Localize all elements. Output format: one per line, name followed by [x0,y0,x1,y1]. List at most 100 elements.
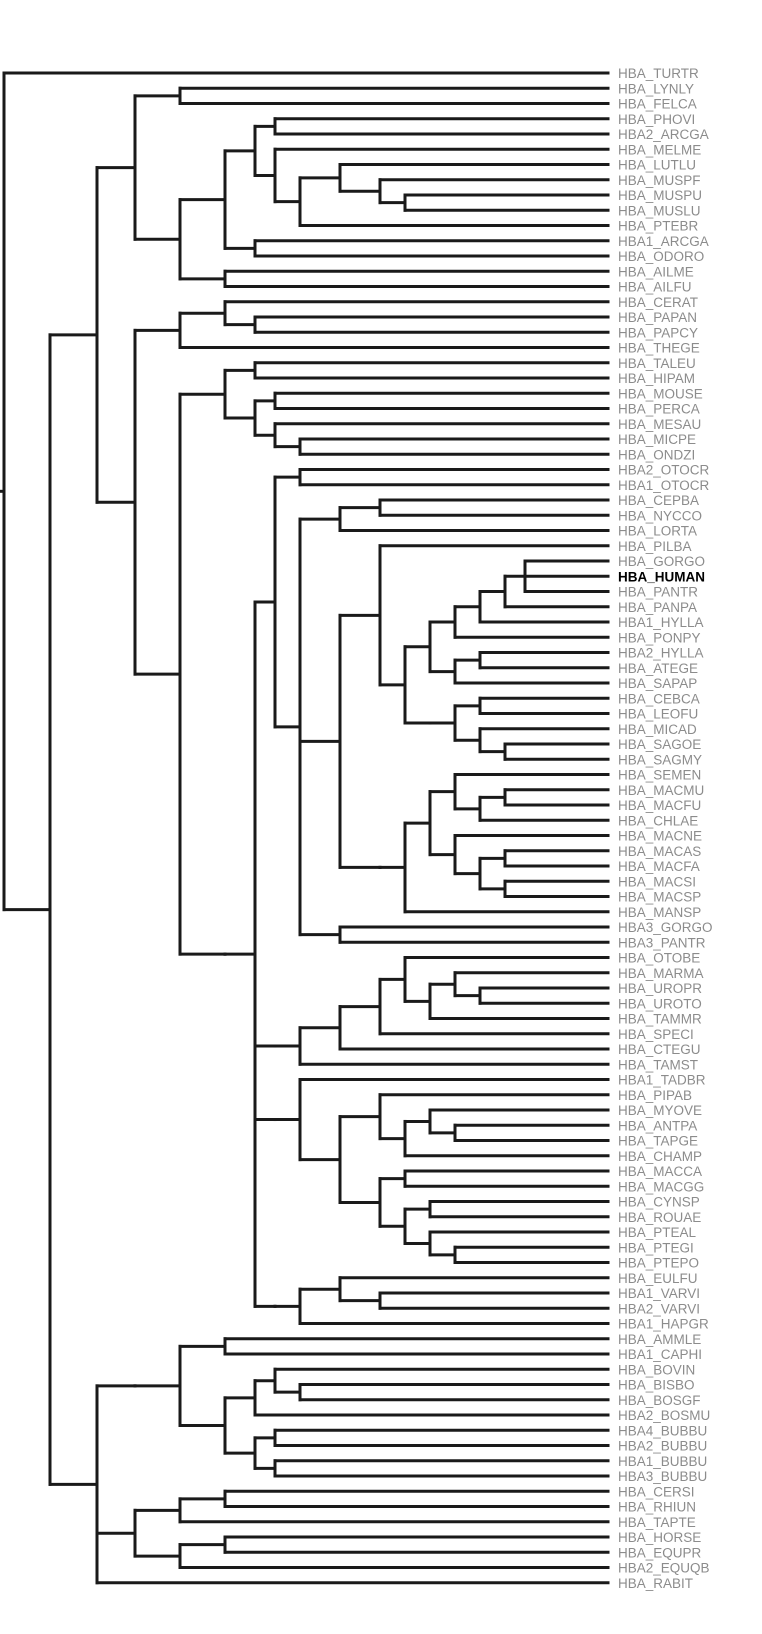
leaf-label-hba-ptebr: HBA_PTEBR [618,219,699,234]
leaf-label-hba1-hapgr: HBA1_HAPGR [618,1317,709,1332]
leaf-label-hba-rouae: HBA_ROUAE [618,1210,701,1225]
leaf-label-hba1-caphi: HBA1_CAPHI [618,1347,702,1362]
leaf-label-hba-semen: HBA_SEMEN [618,768,701,783]
leaf-label-hba-macne: HBA_MACNE [618,829,702,844]
leaf-label-hba-cynsp: HBA_CYNSP [618,1195,700,1210]
tree-branches [0,71,610,1585]
leaf-label-hba-felca: HBA_FELCA [618,97,697,112]
leaf-label-hba-macgg: HBA_MACGG [618,1179,704,1194]
leaf-label-hba-micpe: HBA_MICPE [618,432,696,447]
leaf-label-hba-ptegi: HBA_PTEGI [618,1240,694,1255]
leaf-label-hba-macsp: HBA_MACSP [618,890,701,905]
leaf-label-hba-tamst: HBA_TAMST [618,1057,698,1072]
leaf-label-hba-gorgo: HBA_GORGO [618,554,705,569]
leaf-label-hba-muspu: HBA_MUSPU [618,188,702,203]
leaf-label-hba-papcy: HBA_PAPCY [618,325,698,340]
leaf-label-hba-pipab: HBA_PIPAB [618,1088,692,1103]
leaf-label-hba-cersi: HBA_CERSI [618,1484,695,1499]
leaf-label-hba1-arcga: HBA1_ARCGA [618,234,709,249]
leaf-label-hba-macfu: HBA_MACFU [618,798,701,813]
leaf-label-hba-eulfu: HBA_EULFU [618,1271,698,1286]
leaf-label-hba-sagoe: HBA_SAGOE [618,737,701,752]
leaf-label-hba-nycco: HBA_NYCCO [618,508,702,523]
leaf-label-hba-muslu: HBA_MUSLU [618,203,701,218]
leaf-label-hba2-arcga: HBA2_ARCGA [618,127,709,142]
leaf-label-hba2-equqb: HBA2_EQUQB [618,1561,710,1576]
leaf-label-hba-atege: HBA_ATEGE [618,661,698,676]
leaf-label-hba-chlae: HBA_CHLAE [618,813,698,828]
leaf-label-hba-panpa: HBA_PANPA [618,600,697,615]
leaf-label-hba1-hylla: HBA1_HYLLA [618,615,704,630]
leaf-label-hba1-bubbu: HBA1_BUBBU [618,1454,707,1469]
leaf-label-hba-otobe: HBA_OTOBE [618,951,700,966]
leaf-label-hba-lynly: HBA_LYNLY [618,81,694,96]
leaf-label-hba-melme: HBA_MELME [618,142,701,157]
leaf-label-hba-perca: HBA_PERCA [618,402,700,417]
leaf-label-hba-rabit: HBA_RABIT [618,1576,693,1591]
leaf-label-hba3-bubbu: HBA3_BUBBU [618,1469,707,1484]
leaf-label-hba-bisbo: HBA_BISBO [618,1378,695,1393]
leaf-label-hba-lutlu: HBA_LUTLU [618,158,696,173]
leaf-label-hba-cerat: HBA_CERAT [618,295,698,310]
leaf-label-hba-hipam: HBA_HIPAM [618,371,695,386]
leaf-label-hba-ptepo: HBA_PTEPO [618,1256,699,1271]
leaf-label-hba-marma: HBA_MARMA [618,966,704,981]
leaf-label-hba-phovi: HBA_PHOVI [618,112,695,127]
leaf-label-hba-mouse: HBA_MOUSE [618,386,703,401]
leaf-label-hba-thege: HBA_THEGE [618,341,700,356]
leaf-label-hba-human: HBA_HUMAN [618,569,705,584]
leaf-label-hba-ailme: HBA_AILME [618,264,694,279]
leaf-label-hba2-bosmu: HBA2_BOSMU [618,1408,710,1423]
leaf-label-hba-leofu: HBA_LEOFU [618,707,698,722]
leaf-label-hba1-varvi: HBA1_VARVI [618,1286,700,1301]
leaf-label-hba-horse: HBA_HORSE [618,1530,701,1545]
leaf-label-hba1-otocr: HBA1_OTOCR [618,478,710,493]
leaf-label-hba-tapte: HBA_TAPTE [618,1515,696,1530]
leaf-label-hba-ailfu: HBA_AILFU [618,280,692,295]
leaf-label-hba-ponpy: HBA_PONPY [618,630,701,645]
leaf-label-hba3-gorgo: HBA3_GORGO [618,920,713,935]
leaf-label-hba3-pantr: HBA3_PANTR [618,935,706,950]
leaf-label-hba-speci: HBA_SPECI [618,1027,694,1042]
leaf-label-hba1-tadbr: HBA1_TADBR [618,1073,706,1088]
leaf-label-hba-bovin: HBA_BOVIN [618,1362,695,1377]
leaf-label-hba-macsi: HBA_MACSI [618,874,696,889]
leaf-label-hba-sapap: HBA_SAPAP [618,676,697,691]
leaf-label-hba-rhiun: HBA_RHIUN [618,1500,696,1515]
leaf-label-hba-equpr: HBA_EQUPR [618,1545,702,1560]
leaf-label-hba-taleu: HBA_TALEU [618,356,696,371]
leaf-label-hba-odoro: HBA_ODORO [618,249,704,264]
leaf-label-hba-pilba: HBA_PILBA [618,539,692,554]
leaf-label-hba-pantr: HBA_PANTR [618,585,698,600]
leaf-label-hba-macca: HBA_MACCA [618,1164,702,1179]
leaf-label-hba-uroto: HBA_UROTO [618,996,702,1011]
leaf-label-hba-ammle: HBA_AMMLE [618,1332,701,1347]
leaf-labels: HBA_TURTRHBA_LYNLYHBA_FELCAHBA_PHOVIHBA2… [618,66,713,1591]
leaf-label-hba-champ: HBA_CHAMP [618,1149,702,1164]
leaf-label-hba-ctegu: HBA_CTEGU [618,1042,701,1057]
leaf-label-hba-cepba: HBA_CEPBA [618,493,699,508]
leaf-label-hba-myove: HBA_MYOVE [618,1103,702,1118]
leaf-label-hba-uropr: HBA_UROPR [618,981,702,996]
leaf-label-hba-tapge: HBA_TAPGE [618,1134,698,1149]
leaf-label-hba2-bubbu: HBA2_BUBBU [618,1439,707,1454]
leaf-label-hba-tammr: HBA_TAMMR [618,1012,702,1027]
leaf-label-hba-macas: HBA_MACAS [618,844,701,859]
leaf-label-hba-turtr: HBA_TURTR [618,66,699,81]
leaf-label-hba-micad: HBA_MICAD [618,722,697,737]
leaf-label-hba-cebca: HBA_CEBCA [618,691,700,706]
leaf-label-hba-macmu: HBA_MACMU [618,783,704,798]
leaf-label-hba4-bubbu: HBA4_BUBBU [618,1423,707,1438]
leaf-label-hba2-varvi: HBA2_VARVI [618,1301,700,1316]
leaf-label-hba-muspf: HBA_MUSPF [618,173,701,188]
leaf-label-hba-ondzi: HBA_ONDZI [618,447,695,462]
leaf-label-hba-sagmy: HBA_SAGMY [618,752,702,767]
leaf-label-hba-bosgf: HBA_BOSGF [618,1393,701,1408]
leaf-label-hba-mansp: HBA_MANSP [618,905,701,920]
leaf-label-hba2-hylla: HBA2_HYLLA [618,646,704,661]
leaf-label-hba-papan: HBA_PAPAN [618,310,697,325]
leaf-label-hba-mesau: HBA_MESAU [618,417,701,432]
leaf-label-hba2-otocr: HBA2_OTOCR [618,463,710,478]
leaf-label-hba-pteal: HBA_PTEAL [618,1225,697,1240]
